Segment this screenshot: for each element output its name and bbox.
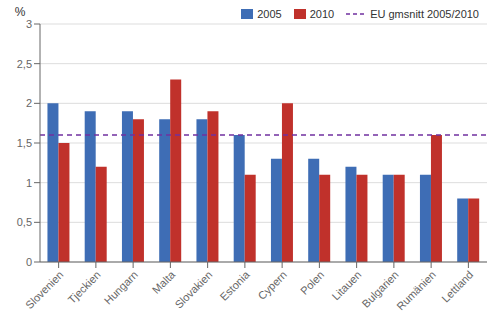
svg-text:2,5: 2,5 [17,58,32,70]
svg-text:Bulgarien: Bulgarien [359,268,401,310]
svg-text:Hungarn: Hungarn [102,268,140,306]
svg-text:Rumänien: Rumänien [394,268,438,312]
svg-text:Slovakien: Slovakien [172,268,214,310]
svg-text:1,5: 1,5 [17,137,32,149]
svg-text:3: 3 [26,18,32,30]
html-text:2010: 2010 [309,8,335,20]
svg-text:Malta: Malta [150,268,178,296]
svg-text:Litauen: Litauen [330,268,364,302]
svg-text:Slovenien: Slovenien [23,268,66,311]
svg-text:%: % [15,5,26,19]
html-text:2005: 2005 [257,8,282,20]
svg-text:2: 2 [26,97,32,109]
svg-text:Lettland: Lettland [439,268,475,304]
svg-text:Tjeckien: Tjeckien [65,268,102,305]
svg-text:Polen: Polen [298,268,326,296]
svg-text:0,5: 0,5 [17,216,32,228]
svg-text:Estonia: Estonia [217,268,252,303]
svg-text:0: 0 [26,256,32,268]
svg-text:Cypern: Cypern [255,268,289,302]
svg-text:1: 1 [26,177,32,189]
html-text:EU gmsnitt 2005/2010: EU gmsnitt 2005/2010 [370,8,479,20]
